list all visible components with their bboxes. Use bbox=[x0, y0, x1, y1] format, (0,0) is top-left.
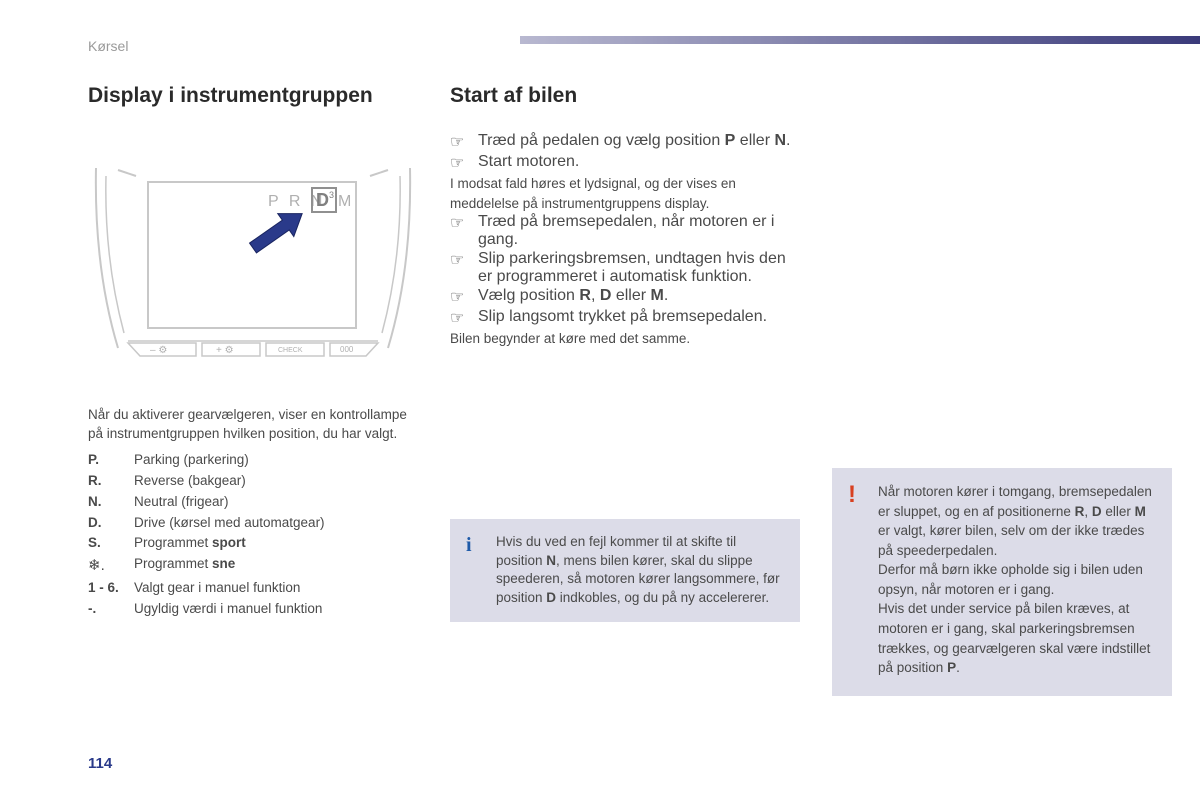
instruction-item: ☞Start motoren. bbox=[450, 153, 800, 173]
svg-text:M: M bbox=[338, 193, 351, 210]
warning-callout: ! Når motoren kører i tomgang, bremseped… bbox=[832, 468, 1172, 696]
definition-row: ❄.Programmet sne bbox=[88, 554, 418, 577]
instruction-item: ☞Vælg position R, D eller M. bbox=[450, 287, 800, 307]
cluster-svg: P R N M D 3 – ⚙ + ⚙ CHECK 000 bbox=[88, 148, 418, 378]
definition-row: -.Ugyldig værdi i manuel funktion bbox=[88, 599, 418, 620]
definition-value: Valgt gear i manuel funktion bbox=[134, 578, 418, 599]
info-icon: i bbox=[466, 531, 472, 559]
instruction-text: Slip langsomt trykket på bremsepedalen. bbox=[478, 308, 800, 328]
instruction-plain-line: I modsat fald høres et lydsignal, og der… bbox=[450, 174, 800, 213]
instruction-text: Start motoren. bbox=[478, 153, 800, 173]
svg-text:D: D bbox=[316, 190, 329, 210]
column-left: Display i instrumentgruppen P R N M D bbox=[88, 84, 418, 696]
svg-text:+ ⚙: + ⚙ bbox=[216, 345, 234, 356]
definition-value: Reverse (bakgear) bbox=[134, 471, 418, 492]
definition-key: D. bbox=[88, 513, 134, 534]
definition-row: R.Reverse (bakgear) bbox=[88, 471, 418, 492]
instruction-text: Træd på pedalen og vælg position P eller… bbox=[478, 132, 800, 152]
info-callout: i Hvis du ved en fejl kommer til at skif… bbox=[450, 519, 800, 623]
column-right: ! Når motoren kører i tomgang, bremseped… bbox=[832, 84, 1172, 696]
warning-icon: ! bbox=[848, 478, 856, 513]
instruction-item: ☞Slip langsomt trykket på bremsepedalen. bbox=[450, 308, 800, 328]
instruction-item: ☞Slip parkeringsbremsen, undtagen hvis d… bbox=[450, 250, 800, 286]
section-label: Kørsel bbox=[88, 38, 128, 54]
pointer-icon: ☞ bbox=[450, 153, 478, 173]
definition-key: S. bbox=[88, 533, 134, 554]
definition-key: R. bbox=[88, 471, 134, 492]
instruction-plain-line: Bilen begynder at køre med det samme. bbox=[450, 329, 800, 349]
instruction-item: ☞Træd på bremsepedalen, når motoren er i… bbox=[450, 213, 800, 249]
pointer-icon: ☞ bbox=[450, 213, 478, 249]
definition-row: D.Drive (kørsel med automatgear) bbox=[88, 513, 418, 534]
definition-row: N.Neutral (frigear) bbox=[88, 492, 418, 513]
definition-row: 1 - 6.Valgt gear i manuel funktion bbox=[88, 578, 418, 599]
definition-value: Programmet sne bbox=[134, 554, 418, 577]
heading-start: Start af bilen bbox=[450, 84, 800, 108]
svg-text:– ⚙: – ⚙ bbox=[150, 345, 167, 356]
definition-key: N. bbox=[88, 492, 134, 513]
definition-value: Parking (parkering) bbox=[134, 450, 418, 471]
pointer-icon: ☞ bbox=[450, 250, 478, 286]
header-gradient-bar bbox=[520, 36, 1200, 44]
info-text: Hvis du ved en fejl kommer til at skifte… bbox=[496, 534, 780, 606]
pointer-icon: ☞ bbox=[450, 287, 478, 307]
instruction-text: Træd på bremsepedalen, når motoren er i … bbox=[478, 213, 800, 249]
definition-value: Drive (kørsel med automatgear) bbox=[134, 513, 418, 534]
instruction-item: ☞Træd på pedalen og vælg position P elle… bbox=[450, 132, 800, 152]
definition-key: P. bbox=[88, 450, 134, 471]
column-middle: Start af bilen ☞Træd på pedalen og vælg … bbox=[450, 84, 800, 696]
definition-row: P.Parking (parkering) bbox=[88, 450, 418, 471]
instruction-text: Slip parkeringsbremsen, undtagen hvis de… bbox=[478, 250, 800, 286]
definition-value: Programmet sport bbox=[134, 533, 418, 554]
svg-text:000: 000 bbox=[340, 345, 354, 354]
definition-key: ❄. bbox=[88, 554, 134, 577]
pointer-icon: ☞ bbox=[450, 308, 478, 328]
svg-text:CHECK: CHECK bbox=[278, 347, 303, 354]
page-number: 114 bbox=[88, 755, 112, 772]
definition-key: -. bbox=[88, 599, 134, 620]
heading-display: Display i instrumentgruppen bbox=[88, 84, 418, 108]
start-instructions-list: ☞Træd på pedalen og vælg position P elle… bbox=[450, 132, 800, 349]
content-columns: Display i instrumentgruppen P R N M D bbox=[88, 84, 1160, 696]
svg-text:3: 3 bbox=[329, 190, 334, 200]
definition-list: P.Parking (parkering)R.Reverse (bakgear)… bbox=[88, 450, 418, 620]
definition-row: S.Programmet sport bbox=[88, 533, 418, 554]
instrument-cluster-illustration: P R N M D 3 – ⚙ + ⚙ CHECK 000 bbox=[88, 148, 418, 378]
warning-text: Når motoren kører i tomgang, bremsepedal… bbox=[878, 484, 1152, 675]
definition-key: 1 - 6. bbox=[88, 578, 134, 599]
instruction-text: Vælg position R, D eller M. bbox=[478, 287, 800, 307]
definition-value: Ugyldig værdi i manuel funktion bbox=[134, 599, 418, 620]
intro-paragraph: Når du aktiverer gearvælgeren, viser en … bbox=[88, 406, 418, 444]
pointer-icon: ☞ bbox=[450, 132, 478, 152]
definition-value: Neutral (frigear) bbox=[134, 492, 418, 513]
